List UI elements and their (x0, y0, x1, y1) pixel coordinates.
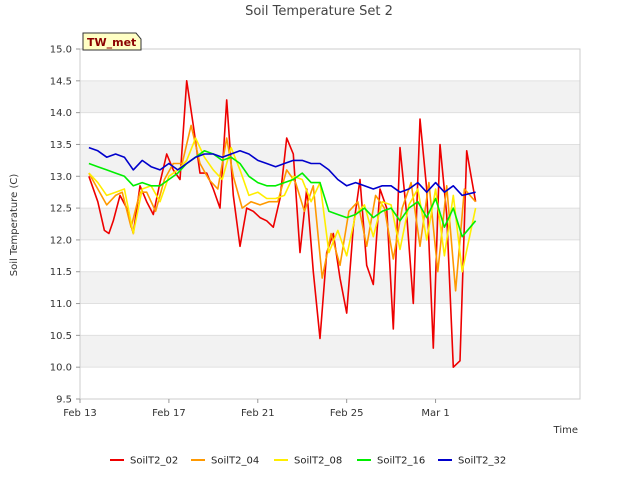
x-axis-label: Time (553, 425, 578, 436)
grid-band (80, 335, 580, 368)
series-line-soilt2_02 (88, 80, 477, 369)
station-tag-box (82, 32, 142, 51)
x-tick-label: Feb 17 (152, 408, 186, 419)
y-tick-label: 14.0 (50, 108, 72, 119)
x-tick-label: Feb 13 (63, 408, 97, 419)
legend-label: SoilT2_04 (211, 456, 259, 467)
series-lines (88, 80, 477, 369)
y-tick-label: 13.0 (50, 172, 72, 183)
chart-title: Soil Temperature Set 2 (245, 4, 393, 19)
y-tick-label: 9.5 (56, 395, 72, 406)
y-tick-label: 15.0 (50, 45, 72, 56)
y-tick-label: 12.0 (50, 235, 72, 246)
x-axis-ticks: Feb 13 Feb 17 Feb 21 Feb 25 Mar 1 (63, 399, 450, 419)
station-tag: TW_met (82, 32, 142, 51)
y-tick-label: 10.0 (50, 363, 72, 374)
grid-band (80, 80, 580, 113)
legend-label: SoilT2_32 (458, 456, 506, 467)
x-tick-label: Feb 25 (330, 408, 364, 419)
y-tick-label: 12.5 (50, 204, 72, 215)
grid-band (80, 271, 580, 304)
series-line-soilt2_08 (88, 137, 477, 273)
y-axis-ticks: 9.5 10.0 10.5 11.0 11.5 12.0 12.5 13.0 13.5 14.0 1… (50, 45, 80, 406)
x-tick-label: Feb 21 (241, 408, 275, 419)
y-tick-label: 13.5 (50, 140, 72, 151)
plot-frame (79, 48, 581, 400)
series-line-soilt2_16 (88, 150, 477, 238)
y-axis-label: Soil Temperature (C) (9, 174, 20, 277)
grid-band (80, 208, 580, 240)
y-tick-label: 11.0 (50, 299, 72, 310)
station-tag-label: TW_met (87, 36, 136, 49)
series-line-soilt2_32 (88, 146, 476, 197)
x-tick-label: Mar 1 (421, 408, 449, 419)
y-tick-label: 14.5 (50, 76, 72, 87)
series-line-soilt2_04 (88, 124, 477, 292)
legend: SoilT2_02 SoilT2_04 SoilT2_08 SoilT2_16 Soil… (110, 456, 506, 467)
legend-label: SoilT2_08 (294, 456, 342, 467)
legend-label: SoilT2_16 (377, 456, 425, 467)
y-tick-label: 11.5 (50, 267, 72, 278)
y-tick-label: 10.5 (50, 331, 72, 342)
legend-label: SoilT2_02 (130, 456, 178, 467)
